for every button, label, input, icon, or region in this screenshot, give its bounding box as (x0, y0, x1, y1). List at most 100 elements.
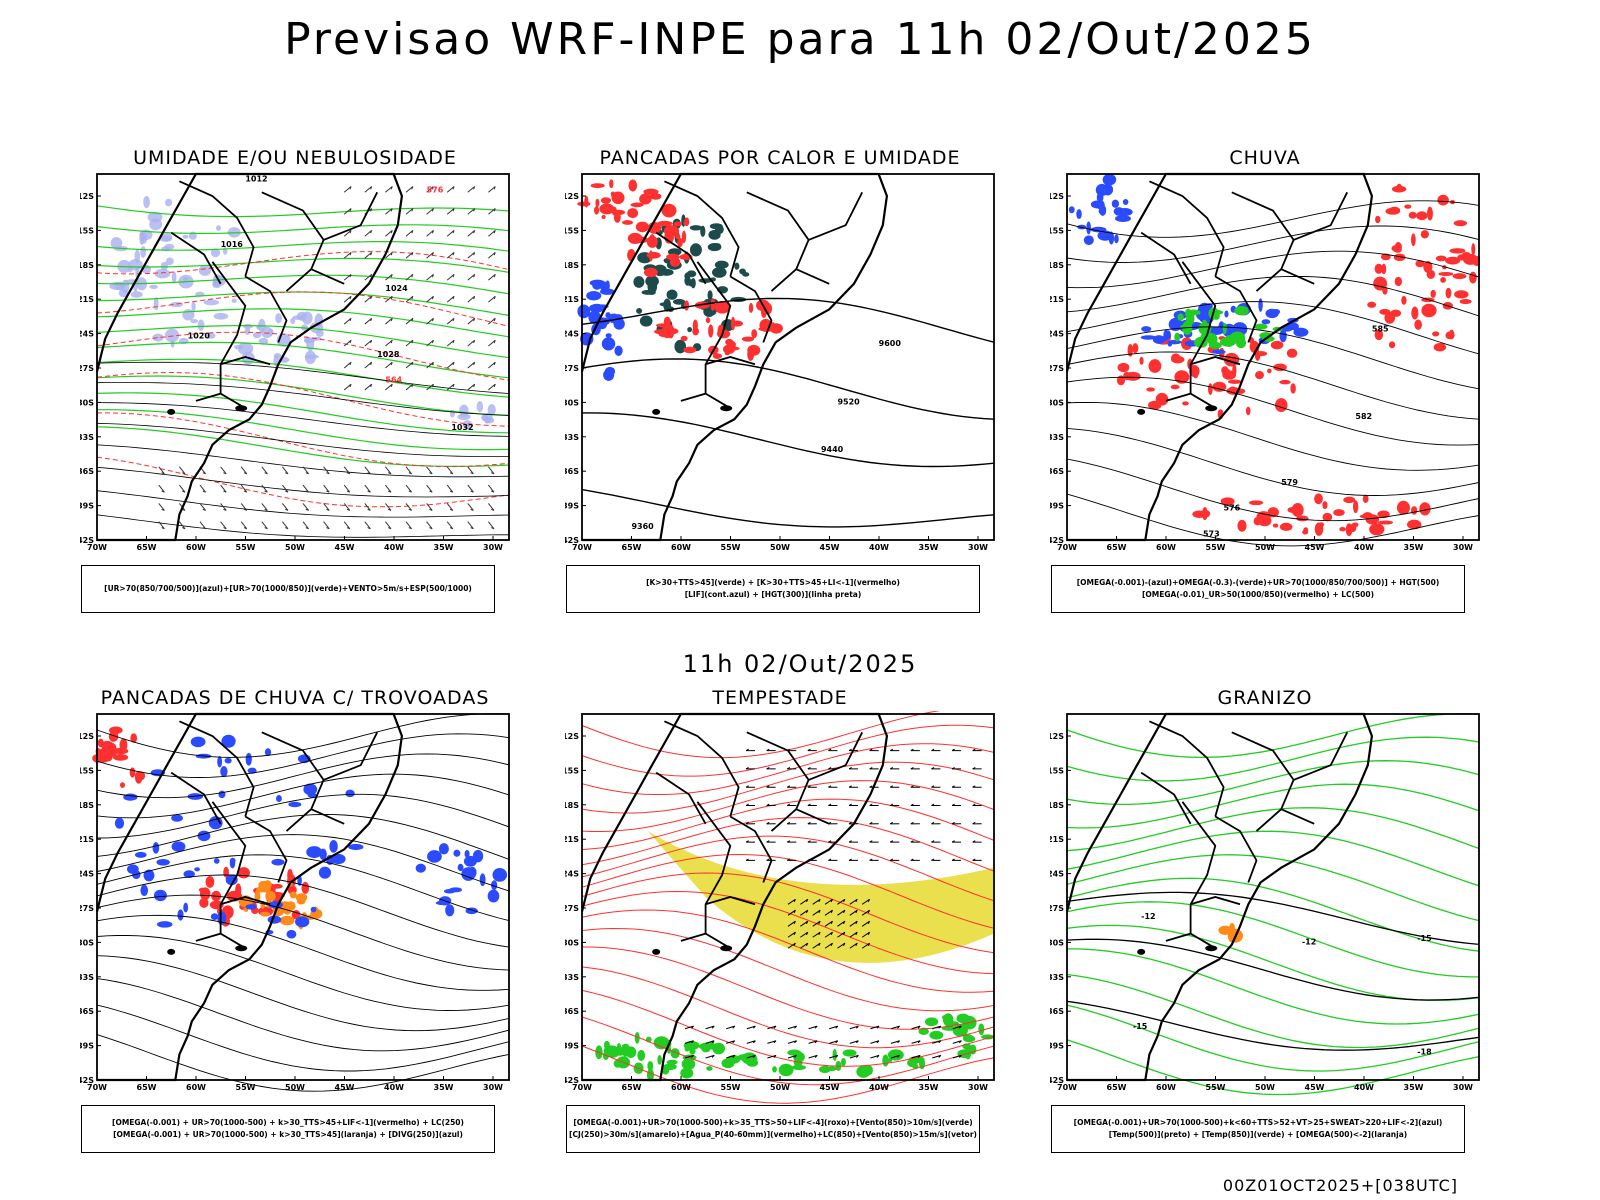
rain-red-area (1421, 303, 1437, 318)
streamline-850 (581, 872, 995, 954)
storm-red-area (99, 755, 105, 761)
lon-tick-label: 50W (285, 1083, 305, 1092)
state-border (680, 932, 731, 949)
wind-vector (812, 942, 821, 949)
lat-tick-label: 24S (565, 330, 579, 339)
lat-tick-label: 12S (80, 732, 94, 741)
divergence-blue-area (217, 756, 223, 768)
wind-vector (161, 472, 165, 475)
wind-vector (405, 361, 414, 369)
wind-vector (829, 1025, 838, 1030)
divergence-blue-area (427, 850, 442, 863)
rain-red-area (1349, 523, 1357, 533)
rain-red-area (1352, 500, 1359, 514)
wind-vector (824, 942, 833, 949)
map-frame (1066, 713, 1480, 1081)
wind-vector (364, 230, 373, 237)
wind-vector (837, 942, 846, 949)
wind-vector (870, 1025, 880, 1030)
contour-label: 9360 (631, 522, 654, 531)
state-border (1190, 896, 1241, 906)
wind-vector (805, 909, 809, 914)
rain-red-area (1423, 260, 1433, 273)
state-border (1140, 771, 1192, 825)
wind-vector (429, 527, 433, 530)
storm-red-area (129, 767, 136, 778)
wind-vector (158, 466, 165, 475)
hgt300-contour (581, 488, 995, 528)
streamline (1066, 250, 1480, 289)
wind-vector (370, 318, 373, 322)
wind-vector (951, 858, 955, 861)
lif-blue-contour (605, 312, 611, 319)
panel-legend: [OMEGA(-0.001)+UR>70(1000-500)+k<60+TTS>… (1051, 1105, 1465, 1153)
wind-vector (405, 230, 414, 237)
wind-vector (794, 1055, 797, 1058)
legend-line: [K>30+TTS>45](verde) + [K>30+TTS>45+LI<-… (646, 578, 900, 587)
lat-tick-label: 27S (1050, 364, 1064, 373)
wind-vector (446, 295, 455, 303)
wind850-green-area (683, 1040, 700, 1051)
state-border (746, 731, 810, 832)
wind-vector (812, 920, 821, 927)
state-border (746, 191, 810, 292)
panel-legend: [OMEGA(-0.001) + UR>70(1000-500) + k>30_… (81, 1105, 495, 1153)
legend-line: [CJ(250)>30m/s](amarelo)+[Agua_P(40-60mm… (569, 1130, 977, 1139)
wind-vector (182, 527, 186, 530)
instability-red-area (643, 267, 658, 278)
wind-vector (493, 186, 496, 190)
lat-tick-label: 30S (565, 938, 579, 947)
humidity-blue-area (197, 319, 205, 331)
pressure-contour (96, 422, 509, 457)
wind-vector (182, 472, 186, 475)
wind-vector (343, 484, 351, 493)
wind-vector (837, 920, 846, 927)
temp850-contour (1066, 1039, 1480, 1096)
wind-vector (367, 527, 371, 530)
humidity-blue-area (292, 315, 303, 320)
divergence-blue-area (245, 904, 257, 910)
wind-vector (405, 317, 414, 325)
storm-red-area (287, 869, 293, 881)
wind-vector (787, 1040, 797, 1044)
wind-vector (849, 898, 858, 905)
divergence-blue-area (457, 863, 464, 872)
wind-vector (488, 186, 496, 193)
wind-vector (835, 1040, 839, 1044)
contour-label: 9600 (879, 339, 902, 348)
humidity-blue-area (109, 281, 125, 291)
streamline (1066, 458, 1480, 522)
divergence-blue-area (156, 921, 173, 928)
instability-red-area (661, 203, 677, 218)
wind-vector (493, 274, 496, 278)
streamline-850 (581, 966, 995, 1049)
panel-legend: [K>30+TTS>45](verde) + [K>30+TTS>45+LI<-… (566, 565, 980, 613)
wind-vector (972, 767, 976, 770)
wind-vector (426, 208, 434, 215)
wind850-green-area (670, 1048, 680, 1059)
main-title: Previsao WRF-INPE para 11h 02/Out/2025 (284, 14, 1316, 65)
humidity-blue-area (160, 261, 169, 271)
state-border (664, 180, 740, 277)
thickness-contour (97, 412, 510, 468)
lat-tick-label: 24S (80, 870, 94, 879)
divergence-blue-area (225, 874, 238, 886)
humidity-blue-area (206, 332, 216, 339)
wind-vector (867, 920, 871, 925)
divergence-blue-area (114, 817, 125, 829)
wind-vector (346, 508, 350, 511)
state-border (1190, 356, 1241, 366)
divergence-blue-area (197, 830, 211, 842)
instability-red-area (710, 298, 716, 311)
contour-label: 1028 (377, 350, 400, 359)
wind850-green-area (956, 1013, 970, 1024)
instability-red-area (646, 251, 661, 259)
lagoon (1205, 945, 1218, 952)
rain-red-area (1139, 356, 1144, 365)
legend-line: [LIF](cont.azul) + [HGT(300)](linha pret… (684, 590, 862, 599)
wind850-green-area (706, 1066, 713, 1071)
wind-vector (390, 362, 393, 366)
wind-vector (493, 252, 496, 256)
wind-vector (861, 898, 870, 905)
wind-vector (264, 472, 268, 475)
